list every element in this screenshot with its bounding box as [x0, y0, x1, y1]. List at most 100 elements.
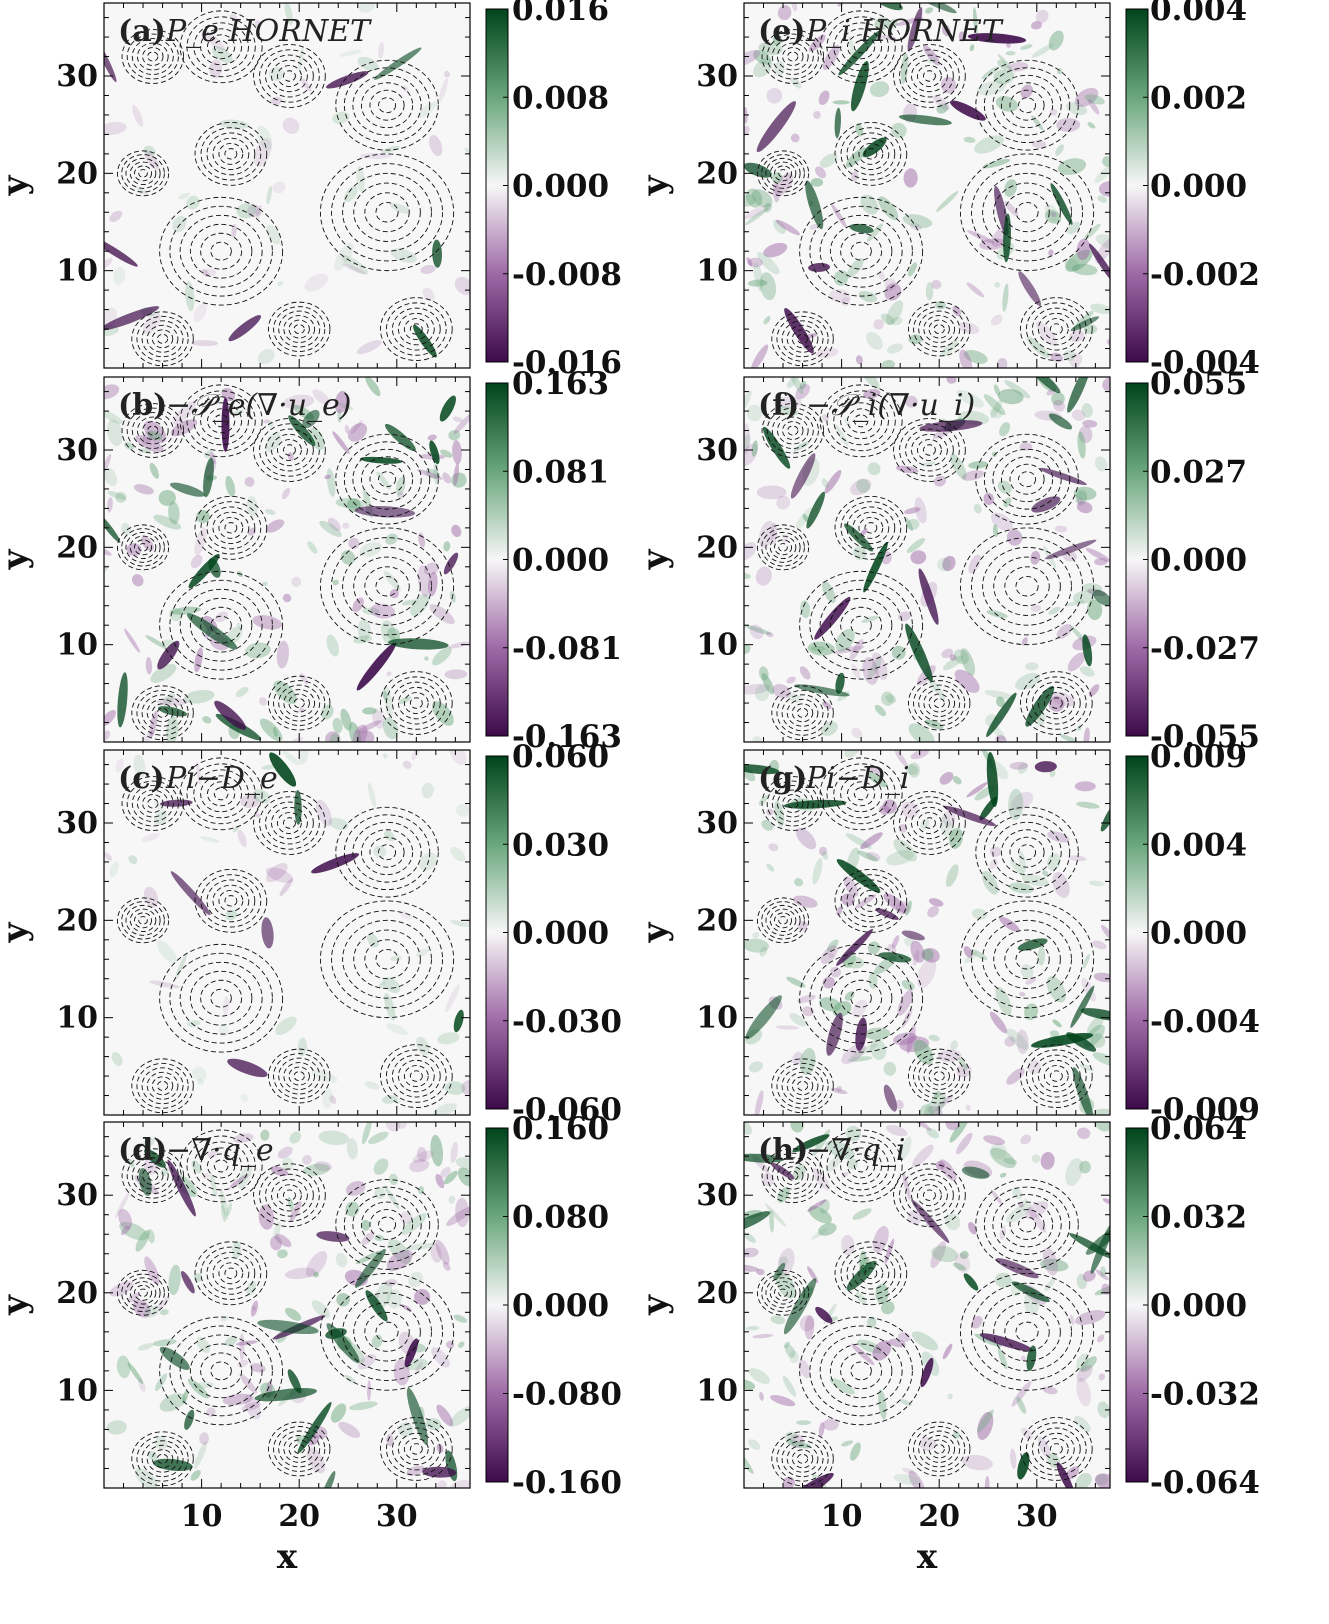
contour: [899, 423, 960, 477]
negative-patch: [830, 966, 842, 978]
contour: [983, 67, 1071, 144]
negative-patch: [928, 898, 944, 907]
negative-patch: [411, 750, 421, 761]
negative-patch: [1102, 377, 1110, 392]
positive-patch: [925, 282, 934, 301]
positive-patch: [385, 533, 398, 545]
contour: [1000, 456, 1054, 503]
negative-patch: [104, 852, 112, 861]
positive-patch: [769, 1209, 775, 1233]
positive-patch: [451, 472, 467, 488]
contour: [169, 579, 273, 671]
positive-patch: [106, 419, 123, 447]
contour: [206, 879, 256, 923]
negative-patch: [1019, 991, 1026, 997]
negative-patch: [775, 219, 801, 236]
heatmap-field: [104, 750, 470, 1115]
positive-patch: [313, 1271, 319, 1278]
contour: [992, 448, 1062, 510]
contour: [186, 763, 256, 825]
positive-patch: [866, 771, 888, 788]
positive-patch: [376, 471, 391, 490]
negative-patch: [325, 731, 341, 742]
positive-patch: [150, 663, 177, 683]
contour: [224, 895, 238, 907]
contour: [268, 675, 331, 731]
negative-patch: [968, 554, 981, 574]
positive-patch: [1005, 1203, 1032, 1223]
contour: [125, 531, 161, 563]
negative-patch: [840, 297, 851, 307]
contour: [959, 153, 1095, 272]
positive-patch: [866, 331, 883, 350]
negative-patch: [255, 813, 261, 818]
positive-patch: [383, 686, 393, 718]
negative-streak: [756, 101, 796, 153]
positive-patch: [448, 1195, 456, 1204]
contour: [771, 38, 814, 75]
positive-patch: [153, 811, 168, 826]
negative-patch: [822, 701, 832, 710]
contour: [774, 1284, 793, 1301]
colorbar-tick-label: -0.004: [1150, 1004, 1260, 1040]
negative-patch: [744, 125, 750, 137]
positive-patch: [332, 579, 339, 586]
positive-patch: [973, 503, 982, 514]
colorbar-tick-label: 0.000: [512, 916, 609, 952]
positive-patch: [933, 1090, 941, 1099]
contour: [151, 703, 174, 723]
negative-patch: [409, 1159, 430, 1173]
y-tick-label: 20: [696, 903, 738, 938]
negative-patch: [132, 104, 144, 127]
positive-patch: [448, 430, 461, 441]
contour: [1049, 1443, 1063, 1455]
y-tick-label: 10: [696, 1373, 738, 1408]
negative-patch: [435, 1240, 450, 1265]
positive-patch: [1004, 179, 1018, 197]
contour: [403, 318, 429, 340]
negative-patch: [201, 268, 209, 277]
contour: [847, 1153, 876, 1179]
positive-patch: [1065, 1157, 1083, 1186]
positive-patch: [450, 919, 470, 927]
negative-patch: [1071, 409, 1086, 421]
contour: [369, 463, 405, 495]
contour: [126, 33, 179, 80]
contour: [253, 44, 326, 108]
contour-lines: [756, 384, 1095, 741]
positive-patch: [156, 940, 177, 964]
positive-patch: [744, 938, 769, 953]
contour: [918, 684, 961, 722]
positive-patch: [763, 316, 771, 325]
contour: [141, 1440, 184, 1478]
positive-patch: [1049, 1030, 1060, 1037]
contour: [141, 1067, 184, 1105]
y-axis-title: y: [635, 174, 675, 196]
negative-patch: [430, 1243, 442, 1263]
negative-patch: [442, 1261, 451, 1271]
negative-streak: [901, 930, 925, 941]
contour: [121, 1148, 184, 1204]
negative-patch: [452, 440, 462, 465]
negative-streak: [1031, 496, 1061, 513]
positive-patch: [902, 214, 933, 228]
colorbar-tick-label: 0.000: [1150, 169, 1247, 205]
panel-title: −∇·q_i: [806, 1133, 905, 1168]
positive-patch: [332, 717, 343, 734]
contour: [786, 324, 819, 353]
negative-patch: [894, 750, 909, 768]
contour: [928, 693, 950, 713]
contour: [819, 588, 903, 662]
negative-streak: [228, 315, 262, 342]
positive-patch: [220, 1204, 227, 1223]
contour: [121, 403, 184, 458]
negative-patch: [1092, 940, 1107, 950]
positive-patch: [924, 1093, 947, 1115]
positive-patch: [322, 1088, 334, 1109]
contour: [331, 1282, 443, 1381]
positive-patch: [1080, 1356, 1097, 1372]
negative-patch: [448, 641, 470, 649]
negative-patch: [1088, 99, 1100, 115]
contour: [213, 787, 229, 801]
colorbar-tick-label: 0.081: [512, 454, 609, 490]
